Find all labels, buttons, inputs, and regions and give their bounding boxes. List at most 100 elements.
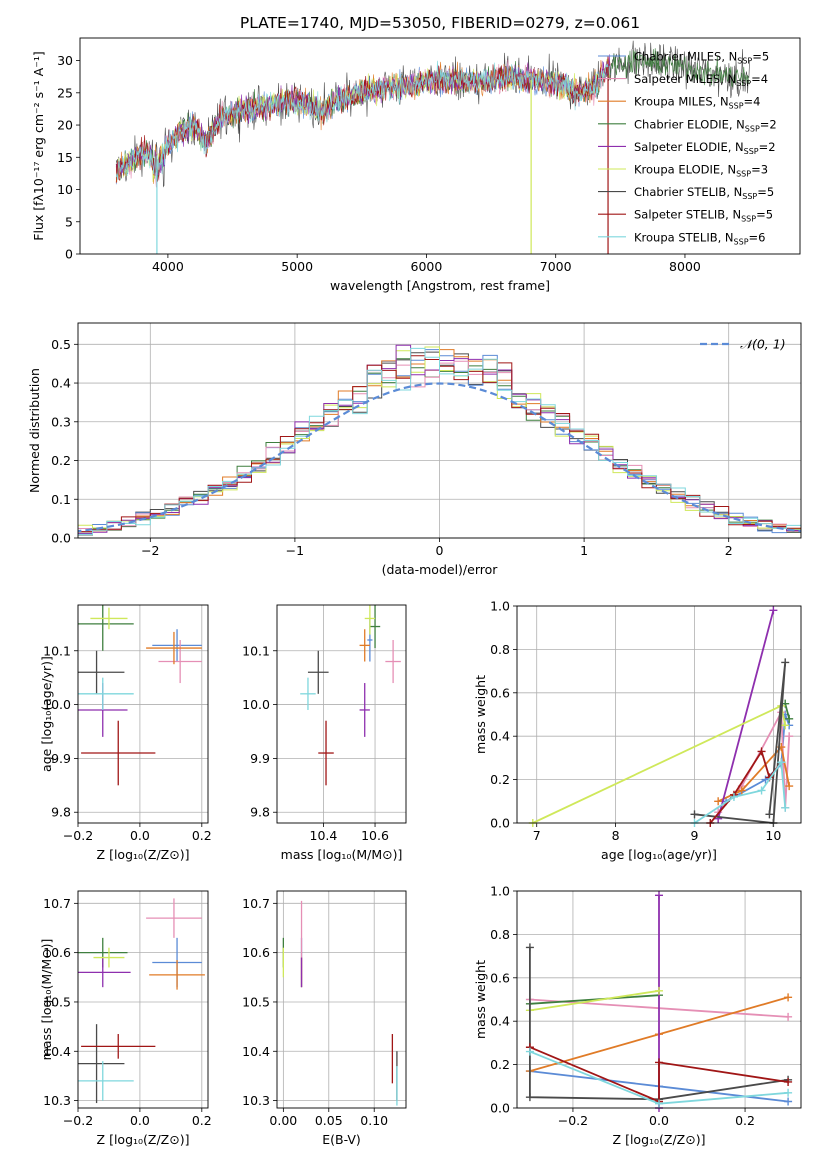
spectrum-series-kroupa-stelib [115, 60, 611, 181]
legend-entry: Salpeter STELIB, NSSP=5 [634, 208, 773, 224]
tick-label-y: 0.2 [51, 453, 71, 468]
tick-label-y: 0.2 [490, 772, 510, 787]
tick-label-x: 8000 [669, 259, 701, 274]
weight-series-salpeter-stelib [529, 1046, 789, 1103]
ebv_mass-plot-area [282, 900, 398, 1106]
tick-label-x: 0.0 [649, 1113, 669, 1128]
weight-marker [655, 1099, 663, 1108]
tick-label-y: 0.0 [490, 1101, 510, 1116]
spectrum-axes: 4000 5000 6000 7000 8000 0 5 10 15 20 25 30 waveleng… [31, 37, 801, 293]
ebv_mass-frame [276, 890, 407, 1109]
errorbar-point [81, 1034, 156, 1059]
errorbar-point [369, 605, 381, 649]
weight-series-salpeter-elodie [717, 610, 775, 819]
tick-label-x: 9 [691, 828, 699, 843]
tick-label-x: 10 [765, 828, 781, 843]
weight-marker [784, 1097, 793, 1106]
tick-label-x: 10.6 [361, 828, 389, 843]
errorbar-point [90, 607, 128, 630]
legend-entry: Salpeter MILES, NSSP=4 [634, 72, 768, 88]
weight-marker [729, 792, 738, 801]
errorbar-point [158, 639, 202, 684]
tick-label-x: −0.2 [63, 1113, 93, 1128]
tick-label-y: 10.6 [43, 945, 71, 960]
weight-series-chabrier-stelib [694, 662, 787, 824]
weight-marker [785, 714, 794, 723]
tick-label-y: 9.9 [250, 751, 270, 766]
residuals-plot-area [78, 344, 801, 537]
tick-label-y: 10.1 [43, 643, 71, 658]
legend-entry: Salpeter ELODIE, NSSP=2 [634, 140, 776, 156]
tick-label-y: 5 [65, 214, 73, 229]
residuals-axes: −2 −1 0 1 2 0.0 0.1 0.2 0.3 0.4 0.5 (data-model)/er… [27, 322, 802, 577]
weight-marker [784, 993, 793, 1002]
z_mass-frame [77, 890, 209, 1109]
errorbar-point [385, 639, 401, 684]
tick-label-y: 25 [57, 85, 73, 100]
legend-entry: Chabrier STELIB, NSSP=5 [634, 185, 774, 201]
weight-marker [655, 891, 663, 900]
tick-label-y: 30 [57, 53, 73, 68]
tick-label-x: −2 [141, 543, 159, 558]
errorbar-point [146, 631, 202, 665]
spectrum-series-salpeter-stelib [115, 55, 611, 184]
tick-label-y: 0.4 [490, 729, 510, 744]
weight-series-chabrier-elodie [529, 994, 660, 1005]
axis-label-x: Z [log₁₀(Z/Z⊙)] [613, 1132, 706, 1147]
weight-marker [781, 658, 790, 667]
weight-marker [777, 758, 786, 767]
z_mass-plot-area [78, 898, 205, 1104]
weight-marker [690, 810, 699, 819]
axis-label-x: wavelength [Angstrom, rest frame] [330, 278, 550, 293]
tick-label-y: 10.4 [43, 1044, 71, 1059]
legend-entry: Kroupa MILES, NSSP=4 [634, 95, 760, 111]
tick-label-y: 0.6 [490, 685, 510, 700]
weight-marker [784, 1012, 793, 1021]
tick-label-x: 0 [436, 543, 444, 558]
tick-label-x: 0.10 [360, 1113, 388, 1128]
tick-label-y: 9.8 [250, 805, 270, 820]
legend-entry: Kroupa STELIB, NSSP=6 [634, 230, 765, 246]
tick-label-x: 6000 [411, 259, 443, 274]
z_age-plot-area [78, 605, 202, 786]
legend-entry: 𝒩(0, 1) [740, 337, 786, 352]
tick-label-y: 10.0 [43, 697, 71, 712]
z_age-frame [77, 604, 209, 824]
weight-marker [784, 1077, 793, 1086]
tick-label-y: 0.1 [51, 492, 71, 507]
tick-label-y: 0.8 [490, 642, 510, 657]
spectrum-frame [79, 37, 801, 255]
tick-label-x: 10.4 [310, 828, 338, 843]
residuals-frame [77, 322, 802, 539]
tick-label-y: 10.4 [242, 1044, 270, 1059]
weight-marker [781, 721, 790, 730]
errorbar-point [78, 957, 131, 988]
errorbar-point [307, 650, 329, 694]
spectrum-plot-area [115, 40, 750, 254]
z_weight-plot-area [525, 891, 793, 1112]
axis-label-x: mass [log₁₀(M/M⊙)] [281, 847, 403, 862]
z_weight-axes: −0.2 0.0 0.2 0.0 0.2 0.4 0.6 0.8 1.0 Z [log₁₀(Z/Z… [473, 884, 802, 1147]
tick-label-y: 10.6 [242, 945, 270, 960]
errorbar-point [146, 898, 202, 938]
axis-label-y: mass [log₁₀(M/M⊙)] [39, 939, 54, 1061]
weight-marker [757, 747, 766, 756]
tick-label-y: 10.3 [43, 1093, 71, 1108]
tick-label-y: 1.0 [490, 884, 510, 899]
weight-series-kroupa-elodie [529, 989, 660, 1012]
tick-label-y: 9.8 [51, 805, 71, 820]
spectrum-series-salpeter-elodie [115, 54, 611, 176]
weight-marker [714, 814, 723, 823]
tick-label-y: 20 [57, 118, 73, 133]
axis-label-x: Z [log₁₀(Z/Z⊙)] [97, 1132, 190, 1147]
errorbar-point [300, 677, 316, 710]
tick-label-x: 2 [725, 543, 733, 558]
mass_age-plot-area [300, 605, 401, 786]
axis-label-y: mass weight [473, 675, 488, 754]
weight-marker [525, 943, 534, 952]
tick-label-y: 0.4 [51, 376, 71, 391]
weight-series-kroupa-miles [717, 745, 791, 803]
tick-label-y: 10.5 [242, 994, 270, 1009]
